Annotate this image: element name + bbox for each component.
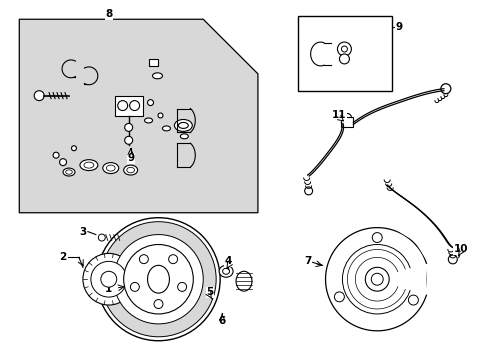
Circle shape bbox=[53, 152, 59, 158]
Ellipse shape bbox=[147, 265, 169, 293]
Circle shape bbox=[34, 91, 44, 100]
Circle shape bbox=[139, 255, 148, 264]
Ellipse shape bbox=[152, 73, 162, 79]
Polygon shape bbox=[115, 96, 142, 116]
Circle shape bbox=[91, 261, 126, 297]
Circle shape bbox=[129, 100, 139, 111]
Circle shape bbox=[407, 295, 418, 305]
Ellipse shape bbox=[162, 126, 170, 131]
Text: 5: 5 bbox=[206, 287, 213, 297]
Ellipse shape bbox=[236, 271, 251, 291]
Text: 4: 4 bbox=[224, 256, 231, 266]
Circle shape bbox=[341, 46, 346, 52]
Circle shape bbox=[154, 300, 163, 309]
Text: 2: 2 bbox=[59, 252, 66, 262]
Text: 11: 11 bbox=[331, 109, 346, 120]
Circle shape bbox=[97, 267, 102, 273]
Ellipse shape bbox=[180, 134, 188, 139]
Text: 1: 1 bbox=[105, 284, 112, 294]
Circle shape bbox=[371, 233, 382, 243]
Polygon shape bbox=[341, 117, 353, 127]
Ellipse shape bbox=[222, 268, 229, 274]
Circle shape bbox=[60, 159, 66, 166]
Ellipse shape bbox=[174, 120, 192, 131]
Text: 3: 3 bbox=[79, 226, 86, 237]
Circle shape bbox=[118, 100, 127, 111]
Circle shape bbox=[130, 283, 139, 291]
Ellipse shape bbox=[80, 159, 98, 171]
Polygon shape bbox=[325, 228, 427, 331]
Circle shape bbox=[97, 286, 102, 291]
Circle shape bbox=[168, 255, 177, 264]
Text: 6: 6 bbox=[218, 316, 225, 326]
Polygon shape bbox=[19, 19, 257, 213]
Circle shape bbox=[370, 273, 383, 285]
Circle shape bbox=[124, 136, 132, 144]
Text: 9: 9 bbox=[127, 153, 134, 163]
Text: 9: 9 bbox=[395, 22, 402, 32]
Ellipse shape bbox=[144, 118, 152, 123]
Circle shape bbox=[115, 286, 120, 291]
Circle shape bbox=[115, 267, 120, 273]
Circle shape bbox=[98, 234, 105, 241]
Circle shape bbox=[97, 218, 220, 341]
Circle shape bbox=[177, 283, 186, 291]
Text: 7: 7 bbox=[304, 256, 311, 266]
Ellipse shape bbox=[65, 170, 72, 174]
Polygon shape bbox=[391, 228, 428, 264]
Text: 10: 10 bbox=[452, 244, 467, 255]
Circle shape bbox=[342, 244, 411, 314]
Ellipse shape bbox=[102, 163, 119, 174]
Ellipse shape bbox=[219, 265, 233, 277]
Circle shape bbox=[123, 244, 193, 314]
Circle shape bbox=[304, 187, 312, 195]
Circle shape bbox=[334, 292, 344, 302]
Ellipse shape bbox=[178, 122, 188, 129]
Circle shape bbox=[365, 267, 388, 291]
Ellipse shape bbox=[84, 162, 94, 168]
Polygon shape bbox=[148, 59, 158, 66]
Circle shape bbox=[101, 222, 216, 337]
Circle shape bbox=[158, 113, 163, 118]
Text: 8: 8 bbox=[105, 9, 112, 19]
Ellipse shape bbox=[106, 165, 115, 171]
Ellipse shape bbox=[63, 168, 75, 176]
Circle shape bbox=[447, 255, 456, 264]
Circle shape bbox=[440, 84, 450, 94]
Ellipse shape bbox=[126, 167, 134, 173]
Circle shape bbox=[147, 100, 153, 105]
Circle shape bbox=[337, 42, 351, 56]
Ellipse shape bbox=[123, 165, 137, 175]
Circle shape bbox=[101, 271, 117, 287]
Circle shape bbox=[124, 123, 132, 131]
Circle shape bbox=[71, 146, 76, 151]
Circle shape bbox=[339, 54, 349, 64]
Bar bbox=[297, 16, 391, 91]
Circle shape bbox=[114, 235, 203, 324]
Circle shape bbox=[83, 253, 134, 305]
